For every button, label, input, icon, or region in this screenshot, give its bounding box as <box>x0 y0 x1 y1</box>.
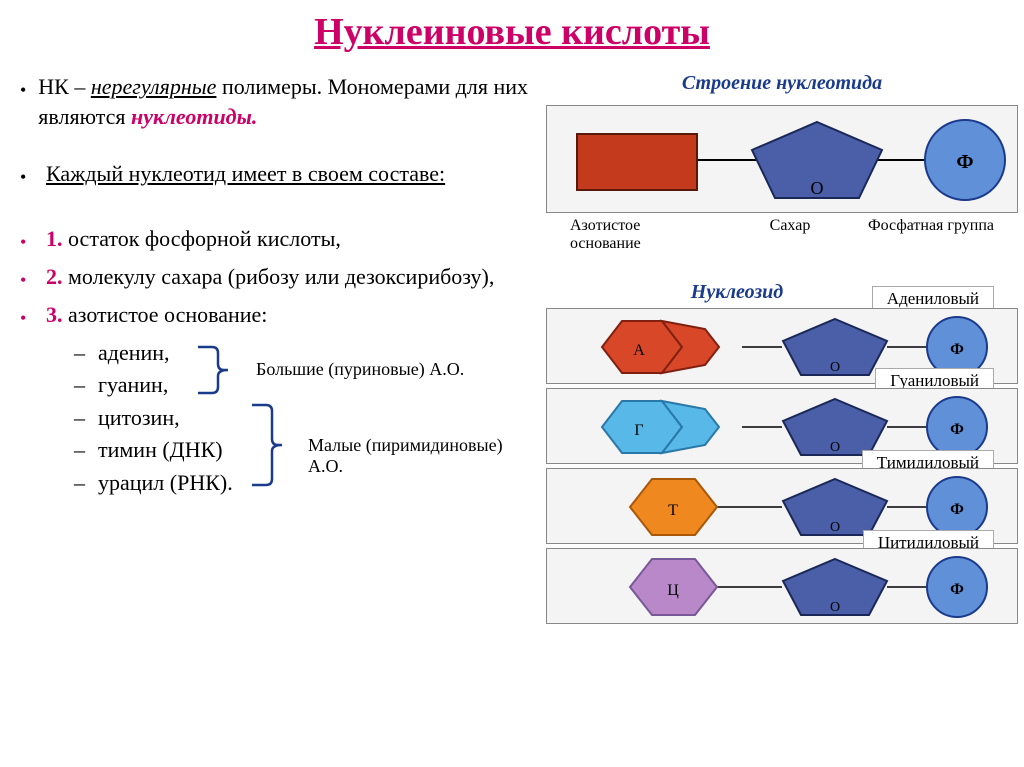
svg-text:О: О <box>830 360 840 375</box>
structure-title: Строение нуклеотида <box>540 72 1024 95</box>
svg-text:О: О <box>830 520 840 535</box>
structure-svg: О Ф <box>547 106 1017 214</box>
bullet-dot: • <box>20 300 46 330</box>
item-1-text: 1. остаток фосфорной кислоты, <box>46 224 341 254</box>
base-label: урацил (РНК). <box>98 469 233 498</box>
cytosine-svg: Ц О Ф <box>547 549 1017 625</box>
svg-text:А: А <box>633 342 645 359</box>
sugar-letter: О <box>811 178 824 198</box>
pyrimidine-annotation: Малые (пиримидиновые) А.О. <box>308 435 540 477</box>
bullet-2: • Каждый нуклеотид имеет в своем составе… <box>20 159 540 189</box>
pyrimidine-bracket <box>252 401 302 489</box>
nucleotides-list: Адениловый А О Ф Гуаниловый <box>540 308 1024 624</box>
svg-text:Г: Г <box>634 422 643 439</box>
label-phosphate: Фосфатная группа <box>856 217 1006 253</box>
structure-labels: Азотистое основание Сахар Фосфатная груп… <box>546 217 1024 253</box>
n1-num: 1. <box>46 226 63 251</box>
dash: – <box>74 469 98 498</box>
n1-text: остаток фосфорной кислоты, <box>63 226 341 251</box>
bases-block: –аденин, –гуанин, –цитозин, –тимин (ДНК)… <box>20 339 540 498</box>
item-1: • 1. остаток фосфорной кислоты, <box>20 224 540 254</box>
svg-text:Ф: Ф <box>950 581 964 598</box>
bullet-dot: • <box>20 159 46 189</box>
base-label: тимин (ДНК) <box>98 436 223 465</box>
dash: – <box>74 404 98 433</box>
right-column: Строение нуклеотида О Ф Азотистое основа… <box>540 72 1024 628</box>
n2-text: молекулу сахара (рибозу или дезоксирибоз… <box>63 264 495 289</box>
bullet-2-text: Каждый нуклеотид имеет в своем составе: <box>46 159 445 189</box>
bullet-dot: • <box>20 72 38 131</box>
purine-annotation: Большие (пуриновые) А.О. <box>256 359 464 380</box>
bullet-dot: • <box>20 224 46 254</box>
item-2-text: 2. молекулу сахара (рибозу или дезоксири… <box>46 262 494 292</box>
nucleotide-cytosine: Ц О Ф <box>546 548 1018 624</box>
base-cytosine: –цитозин, <box>74 404 540 433</box>
p2-text: Каждый нуклеотид имеет в своем составе: <box>46 161 445 186</box>
dash: – <box>74 339 98 368</box>
p1-em: нуклеотиды. <box>131 104 257 129</box>
n3-text: азотистое основание: <box>63 302 268 327</box>
purine-bracket <box>198 343 248 397</box>
svg-text:О: О <box>830 440 840 455</box>
bullet-dot: • <box>20 262 46 292</box>
svg-text:Ф: Ф <box>950 421 964 438</box>
phosphate-letter: Ф <box>956 151 973 173</box>
left-column: • НК – нерегулярные полимеры. Мономерами… <box>0 72 540 628</box>
bullet-1-text: НК – нерегулярные полимеры. Мономерами д… <box>38 72 540 131</box>
item-3-text: 3. азотистое основание: <box>46 300 267 330</box>
svg-text:Ф: Ф <box>950 341 964 358</box>
page-title: Нуклеиновые кислоты <box>0 0 1024 54</box>
base-label: гуанин, <box>98 371 168 400</box>
p1-underline: нерегулярные <box>91 74 217 99</box>
n3-num: 3. <box>46 302 63 327</box>
label-sugar: Сахар <box>706 217 856 253</box>
svg-text:Т: Т <box>668 502 678 519</box>
main-layout: • НК – нерегулярные полимеры. Мономерами… <box>0 72 1024 628</box>
n2-num: 2. <box>46 264 63 289</box>
base-label: аденин, <box>98 339 170 368</box>
p1-prefix: НК – <box>38 74 91 99</box>
svg-text:О: О <box>830 600 840 615</box>
base-label: цитозин, <box>98 404 180 433</box>
dash: – <box>74 371 98 400</box>
nucleotide-structure-diagram: О Ф <box>546 105 1018 213</box>
bullet-1: • НК – нерегулярные полимеры. Мономерами… <box>20 72 540 131</box>
dash: – <box>74 436 98 465</box>
svg-text:Ф: Ф <box>950 501 964 518</box>
label-base: Азотистое основание <box>546 217 706 253</box>
svg-text:Ц: Ц <box>667 582 679 599</box>
item-3: • 3. азотистое основание: <box>20 300 540 330</box>
